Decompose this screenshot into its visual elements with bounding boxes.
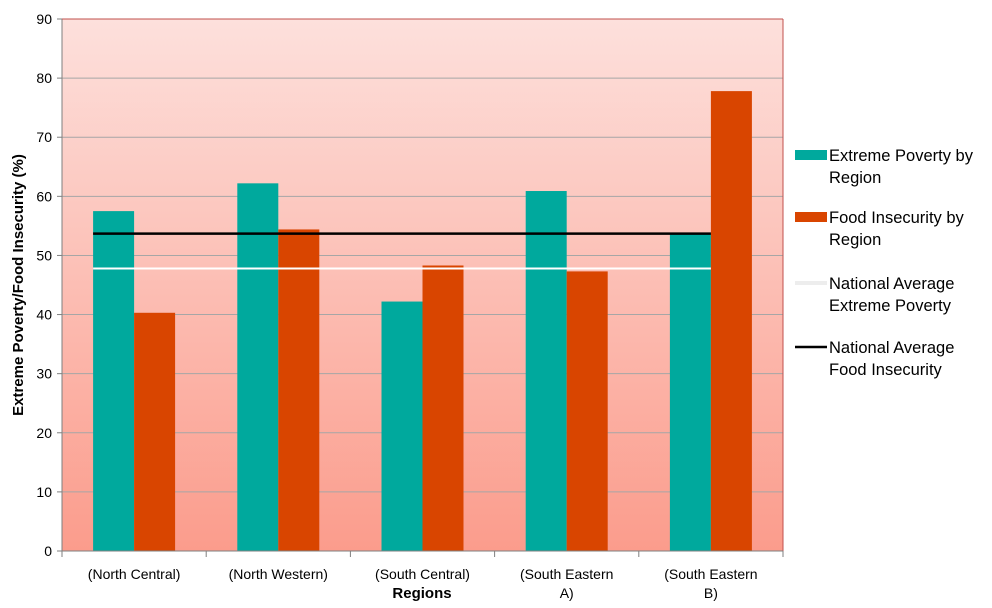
legend-label: Extreme Poverty (829, 297, 952, 315)
bar-extreme-poverty-4 (669, 233, 711, 551)
legend-label: Food Insecurity by (829, 209, 965, 227)
y-axis-title: Extreme Poverty/Food Insecurity (%) (10, 154, 27, 416)
y-tick-label: 20 (36, 425, 52, 441)
bar-food-insecurity-1 (278, 229, 320, 552)
legend: Extreme Poverty by Region Food Insecurity … (795, 147, 974, 379)
reference-lines (93, 232, 711, 270)
axes (57, 18, 784, 557)
y-tick-label: 50 (36, 247, 52, 263)
x-tick-label: (South Eastern (520, 566, 613, 582)
bar-food-insecurity-3 (566, 271, 608, 551)
x-tick-label: B) (704, 585, 718, 601)
y-tick-label: 90 (36, 11, 52, 27)
legend-label: Food Insecurity (829, 361, 943, 379)
legend-swatch (795, 212, 827, 222)
y-tick-label: 70 (36, 129, 52, 145)
legend-swatch (795, 150, 827, 160)
bar-extreme-poverty-0 (93, 211, 135, 551)
x-tick-label: (South Central) (375, 566, 470, 582)
y-tick-label: 30 (36, 366, 52, 382)
bar-extreme-poverty-2 (381, 301, 423, 551)
y-tick-label: 80 (36, 70, 52, 86)
bars (93, 91, 752, 552)
legend-label: National Average (829, 339, 954, 357)
bar-food-insecurity-2 (422, 265, 464, 551)
legend-label: National Average (829, 275, 954, 293)
y-tick-label: 10 (36, 484, 52, 500)
bar-extreme-poverty-3 (525, 191, 567, 551)
x-tick-label: (South Eastern (664, 566, 757, 582)
y-tick-label: 60 (36, 188, 52, 204)
legend-label: Region (829, 231, 881, 249)
x-axis-title: Regions (392, 585, 451, 602)
legend-label: Extreme Poverty by (829, 147, 974, 165)
y-tick-labels: 0 10 20 30 40 50 60 70 80 90 (36, 11, 52, 559)
x-tick-label: (North Central) (88, 566, 181, 582)
y-tick-label: 40 (36, 307, 52, 323)
x-tick-labels: (North Central) (North Western) (South Cen… (88, 566, 758, 601)
bar-food-insecurity-4 (710, 91, 752, 552)
x-tick-label: A) (560, 585, 574, 601)
legend-label: Region (829, 169, 881, 187)
x-tick-label: (North Western) (229, 566, 328, 582)
y-tick-label: 0 (44, 543, 52, 559)
bar-extreme-poverty-1 (237, 183, 279, 551)
bar-food-insecurity-0 (134, 312, 176, 551)
